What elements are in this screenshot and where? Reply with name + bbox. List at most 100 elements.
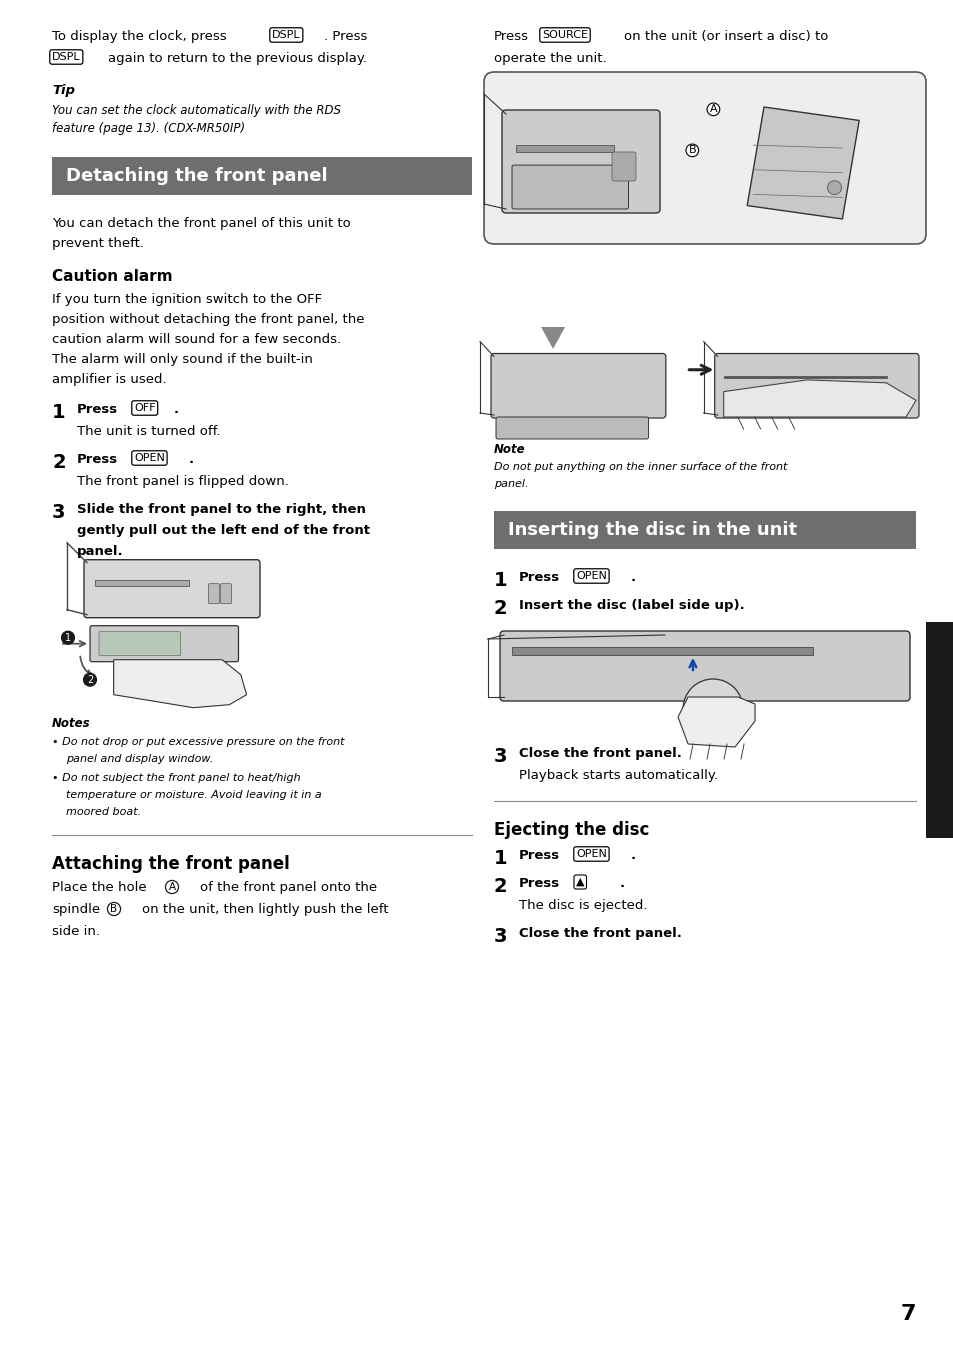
Text: caution alarm will sound for a few seconds.: caution alarm will sound for a few secon… [52, 333, 341, 346]
Text: amplifier is used.: amplifier is used. [52, 373, 167, 387]
Text: of the front panel onto the: of the front panel onto the [200, 882, 376, 894]
Text: . Press: . Press [324, 30, 367, 43]
Text: gently pull out the left end of the front: gently pull out the left end of the fron… [77, 525, 370, 537]
Text: 1: 1 [494, 571, 507, 589]
Circle shape [705, 702, 720, 717]
Text: prevent theft.: prevent theft. [52, 237, 144, 250]
Text: 1: 1 [65, 633, 71, 642]
FancyBboxPatch shape [714, 353, 918, 418]
Text: SOURCE: SOURCE [541, 30, 587, 41]
Text: .: . [630, 571, 636, 584]
FancyBboxPatch shape [512, 165, 628, 210]
Text: Note: Note [494, 443, 525, 456]
Text: Press: Press [518, 849, 559, 863]
Text: Do not put anything on the inner surface of the front: Do not put anything on the inner surface… [494, 462, 786, 472]
Text: Detaching the front panel: Detaching the front panel [66, 168, 327, 185]
Text: Press: Press [494, 30, 529, 43]
Circle shape [826, 181, 841, 195]
Text: 3: 3 [494, 927, 507, 946]
Text: A: A [709, 104, 717, 115]
Text: OFF: OFF [133, 403, 155, 412]
Text: again to return to the previous display.: again to return to the previous display. [108, 51, 367, 65]
Text: .: . [173, 403, 179, 416]
Text: .: . [630, 849, 636, 863]
FancyBboxPatch shape [494, 511, 915, 549]
Text: .: . [189, 453, 193, 466]
Text: DSPL: DSPL [272, 30, 300, 41]
Text: operate the unit.: operate the unit. [494, 51, 606, 65]
Text: 3: 3 [494, 748, 507, 767]
Text: position without detaching the front panel, the: position without detaching the front pan… [52, 314, 364, 326]
Text: Press: Press [518, 571, 559, 584]
FancyBboxPatch shape [512, 648, 813, 654]
FancyBboxPatch shape [483, 72, 925, 243]
Text: The front panel is flipped down.: The front panel is flipped down. [77, 475, 289, 488]
Text: You can detach the front panel of this unit to: You can detach the front panel of this u… [52, 218, 351, 230]
Text: A: A [169, 882, 175, 892]
Text: 2: 2 [52, 453, 66, 472]
Text: feature (page 13). (CDX-MR50IP): feature (page 13). (CDX-MR50IP) [52, 122, 245, 135]
Text: side in.: side in. [52, 925, 100, 938]
FancyBboxPatch shape [52, 157, 472, 195]
Text: 2: 2 [87, 675, 93, 684]
FancyBboxPatch shape [95, 580, 189, 587]
Circle shape [682, 679, 742, 740]
Text: Tip: Tip [52, 84, 75, 97]
Text: temperature or moisture. Avoid leaving it in a: temperature or moisture. Avoid leaving i… [66, 790, 321, 800]
Text: on the unit (or insert a disc) to: on the unit (or insert a disc) to [623, 30, 827, 43]
Text: panel and display window.: panel and display window. [66, 754, 213, 764]
FancyBboxPatch shape [208, 584, 219, 604]
FancyBboxPatch shape [612, 151, 636, 181]
Text: panel.: panel. [494, 479, 528, 489]
Polygon shape [678, 698, 754, 748]
FancyBboxPatch shape [499, 631, 909, 700]
FancyBboxPatch shape [84, 560, 260, 618]
Text: Caution alarm: Caution alarm [52, 269, 172, 284]
Text: ▲: ▲ [576, 877, 584, 887]
Text: B: B [111, 904, 117, 914]
Text: Press: Press [77, 403, 118, 416]
Polygon shape [113, 660, 247, 707]
Text: OPEN: OPEN [576, 849, 606, 859]
Text: Insert the disc (label side up).: Insert the disc (label side up). [518, 599, 744, 612]
FancyBboxPatch shape [220, 584, 232, 604]
Text: 1: 1 [494, 849, 507, 868]
Text: .: . [619, 877, 624, 890]
Text: Close the front panel.: Close the front panel. [518, 927, 681, 940]
Text: To display the clock, press: To display the clock, press [52, 30, 227, 43]
Text: Playback starts automatically.: Playback starts automatically. [518, 769, 718, 781]
Text: 7: 7 [900, 1303, 915, 1324]
FancyBboxPatch shape [501, 110, 659, 214]
Text: Place the hole: Place the hole [52, 882, 147, 894]
Text: Attaching the front panel: Attaching the front panel [52, 854, 290, 873]
Text: The unit is turned off.: The unit is turned off. [77, 425, 220, 438]
Text: DSPL: DSPL [52, 51, 81, 62]
Text: 1: 1 [52, 403, 66, 422]
Text: Close the front panel.: Close the front panel. [518, 748, 681, 760]
Text: Ejecting the disc: Ejecting the disc [494, 821, 649, 840]
Text: 3: 3 [52, 503, 66, 522]
Text: panel.: panel. [77, 545, 124, 558]
Text: You can set the clock automatically with the RDS: You can set the clock automatically with… [52, 104, 340, 118]
Text: Inserting the disc in the unit: Inserting the disc in the unit [507, 521, 797, 539]
Text: Press: Press [77, 453, 118, 466]
Text: Notes: Notes [52, 717, 91, 730]
Text: spindle: spindle [52, 903, 100, 917]
Text: • Do not subject the front panel to heat/high: • Do not subject the front panel to heat… [52, 773, 300, 783]
FancyBboxPatch shape [496, 416, 648, 439]
Text: • Do not drop or put excessive pressure on the front: • Do not drop or put excessive pressure … [52, 737, 344, 748]
FancyBboxPatch shape [90, 626, 238, 661]
Text: If you turn the ignition switch to the OFF: If you turn the ignition switch to the O… [52, 293, 322, 306]
FancyBboxPatch shape [99, 631, 180, 656]
Text: Press: Press [518, 877, 559, 890]
Polygon shape [746, 107, 859, 219]
Text: 2: 2 [494, 877, 507, 896]
Text: 2: 2 [494, 599, 507, 618]
Text: on the unit, then lightly push the left: on the unit, then lightly push the left [142, 903, 388, 917]
Text: The disc is ejected.: The disc is ejected. [518, 899, 647, 913]
FancyBboxPatch shape [925, 622, 953, 838]
Text: The alarm will only sound if the built-in: The alarm will only sound if the built-i… [52, 353, 313, 366]
FancyBboxPatch shape [491, 353, 665, 418]
Polygon shape [723, 380, 915, 416]
FancyBboxPatch shape [516, 145, 613, 151]
